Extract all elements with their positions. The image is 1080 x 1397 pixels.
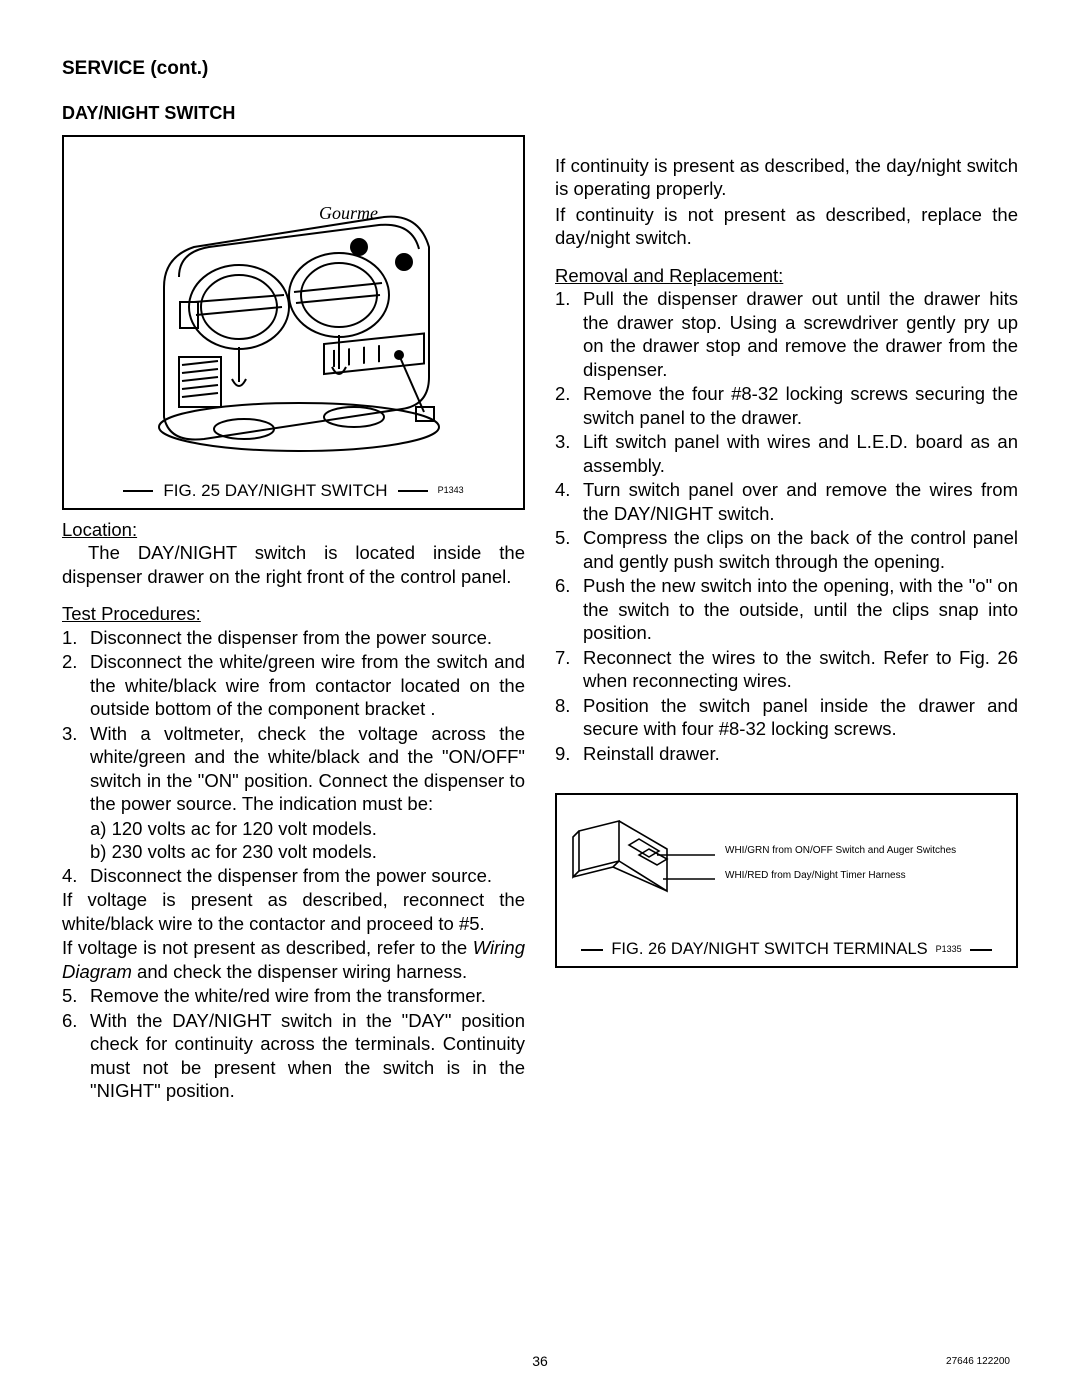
list-item: 1.Disconnect the dispenser from the powe… xyxy=(62,626,525,649)
testproc-list-56: 5.Remove the white/red wire from the tra… xyxy=(62,984,525,1102)
section-title: DAY/NIGHT SWITCH xyxy=(62,102,525,125)
sub-b: b) 230 volts ac for 230 volt models. xyxy=(90,840,525,863)
doc-code: 27646 122200 xyxy=(946,1356,1010,1367)
list-item: 8.Position the switch panel inside the d… xyxy=(555,694,1018,741)
figure-25-caption: FIG. 25 DAY/NIGHT SWITCH xyxy=(163,480,387,502)
figure-26-caption: FIG. 26 DAY/NIGHT SWITCH TERMINALS xyxy=(611,939,927,960)
figure-26-caption-row: FIG. 26 DAY/NIGHT SWITCH TERMINALS P1335 xyxy=(567,939,1006,960)
svg-text:Gourme: Gourme xyxy=(319,203,378,223)
testproc-list: 1.Disconnect the dispenser from the powe… xyxy=(62,626,525,816)
list-item: 2.Remove the four #8-32 locking screws s… xyxy=(555,382,1018,429)
list-item: 3.With a voltmeter, check the voltage ac… xyxy=(62,722,525,816)
rr-list: 1.Pull the dispenser drawer out until th… xyxy=(555,287,1018,765)
left-column: DAY/NIGHT SWITCH xyxy=(62,102,525,1104)
list-item: 9.Reinstall drawer. xyxy=(555,742,1018,765)
list-item: 4.Turn switch panel over and remove the … xyxy=(555,478,1018,525)
list-item: 1.Pull the dispenser drawer out until th… xyxy=(555,287,1018,381)
list-item: 4.Disconnect the dispenser from the powe… xyxy=(62,864,525,887)
list-item: 5.Compress the clips on the back of the … xyxy=(555,526,1018,573)
figure-25-box: Gourme FIG. 25 DAY/NIGHT SWITCH P1343 xyxy=(62,135,525,510)
location-text: The DAY/NIGHT switch is located inside t… xyxy=(62,541,525,588)
testproc-list-4: 4.Disconnect the dispenser from the powe… xyxy=(62,864,525,887)
wire-label-1: WHI/GRN from ON/OFF Switch and Auger Swi… xyxy=(725,845,1006,858)
list-item: 7.Reconnect the wires to the switch. Ref… xyxy=(555,646,1018,693)
figure-26-pcode: P1335 xyxy=(936,944,962,955)
sub-a: a) 120 volts ac for 120 volt models. xyxy=(90,817,525,840)
page-number: 36 xyxy=(532,1353,548,1369)
figure-26-image xyxy=(567,809,717,929)
list-item: 6.Push the new switch into the opening, … xyxy=(555,574,1018,644)
right-column: If continuity is present as described, t… xyxy=(555,102,1018,1104)
after4-a: If voltage is present as described, reco… xyxy=(62,888,525,935)
location-heading: Location: xyxy=(62,518,525,541)
figure-26-box: WHI/GRN from ON/OFF Switch and Auger Swi… xyxy=(555,793,1018,968)
list-item: 6.With the DAY/NIGHT switch in the "DAY"… xyxy=(62,1009,525,1103)
list-item: 2.Disconnect the white/green wire from t… xyxy=(62,650,525,720)
continuity-ok: If continuity is present as described, t… xyxy=(555,154,1018,201)
testproc-heading: Test Procedures: xyxy=(62,602,525,625)
wire-label-2: WHI/RED from Day/Night Timer Harness xyxy=(725,870,1006,883)
after4-b: If voltage is not present as described, … xyxy=(62,936,525,983)
list-item: 5.Remove the white/red wire from the tra… xyxy=(62,984,525,1007)
header-title: SERVICE (cont.) xyxy=(62,58,1018,80)
figure-25-caption-row: FIG. 25 DAY/NIGHT SWITCH P1343 xyxy=(72,480,515,502)
figure-25-image: Gourme xyxy=(72,147,515,472)
rr-heading: Removal and Replacement: xyxy=(555,264,1018,287)
figure-25-pcode: P1343 xyxy=(438,485,464,496)
continuity-bad: If continuity is not present as describe… xyxy=(555,203,1018,250)
two-column-layout: DAY/NIGHT SWITCH xyxy=(62,102,1018,1104)
list-item: 3.Lift switch panel with wires and L.E.D… xyxy=(555,430,1018,477)
